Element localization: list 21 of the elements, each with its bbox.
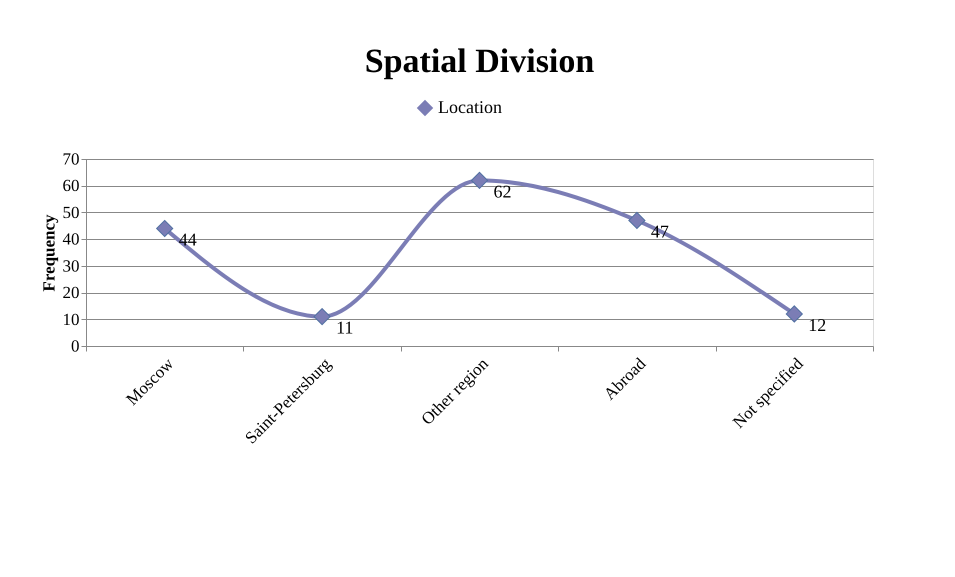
- data-label: 62: [494, 181, 512, 202]
- point: [156, 220, 174, 238]
- y-tick-label: 60: [62, 176, 80, 196]
- data-label: 11: [336, 318, 354, 338]
- y-tick-label: 20: [62, 283, 80, 302]
- point: [470, 172, 488, 189]
- y-tick-label: 30: [62, 256, 80, 276]
- data-label: 12: [808, 314, 826, 335]
- data-label: 44: [178, 229, 197, 250]
- y-axis-title: Frequency: [40, 214, 58, 292]
- data-label: 47: [650, 221, 669, 242]
- point: [314, 308, 331, 326]
- y-tick-label: 70: [62, 150, 80, 168]
- chart-title: Spatial Division: [364, 43, 594, 80]
- y-tick-label: 0: [71, 336, 80, 356]
- point: [786, 305, 803, 323]
- y-tick-label: 10: [62, 310, 80, 329]
- y-tick-label: 40: [62, 230, 80, 249]
- y-tick-label: 50: [62, 202, 80, 222]
- point: [628, 212, 646, 230]
- legend-label: Location: [438, 97, 502, 117]
